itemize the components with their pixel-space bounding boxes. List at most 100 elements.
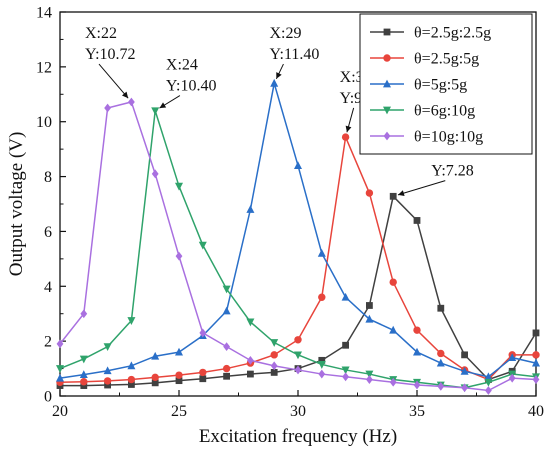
- data-point: [270, 351, 278, 359]
- data-point: [413, 217, 421, 224]
- data-point: [366, 302, 373, 309]
- data-point: [317, 248, 326, 257]
- x-tick-label: 40: [528, 403, 544, 420]
- data-point: [389, 377, 397, 387]
- data-point: [342, 372, 349, 382]
- legend: θ=2.5g:2.5g θ=2.5g:5g θ=5g:5g θ=6g:10g θ=10g…: [359, 13, 533, 155]
- data-point: [270, 78, 279, 87]
- data-point: [103, 366, 112, 375]
- data-point: [484, 372, 493, 381]
- legend-marker: [383, 28, 391, 36]
- data-point: [222, 306, 231, 315]
- data-point: [175, 377, 183, 385]
- data-point: [270, 369, 278, 376]
- y-tick-label: 12: [36, 59, 52, 76]
- data-point: [532, 351, 540, 359]
- x-tick-label: 20: [52, 403, 68, 420]
- data-point: [294, 336, 302, 344]
- legend-label: θ=6g:10g: [414, 103, 475, 120]
- data-point: [508, 353, 517, 361]
- data-point: [389, 192, 397, 200]
- data-point: [247, 370, 254, 378]
- legend-marker: [383, 106, 391, 115]
- annotation-arrow: [98, 63, 129, 99]
- data-point: [199, 375, 207, 383]
- data-point: [270, 361, 278, 371]
- data-point: [365, 189, 374, 197]
- legend-label: θ=2.5g:5g: [414, 51, 479, 68]
- y-tick-label: 6: [44, 224, 52, 241]
- annotation-arrowhead: [397, 190, 405, 197]
- data-point: [104, 103, 111, 113]
- data-point: [223, 372, 230, 380]
- data-point: [198, 241, 207, 250]
- annotation-arrowhead: [159, 102, 167, 109]
- data-point: [437, 304, 445, 312]
- data-point: [175, 182, 183, 191]
- x-tick-label: 30: [290, 403, 306, 420]
- series-1: [56, 192, 540, 389]
- y-tick-label: 0: [44, 389, 52, 406]
- annotation-arrowhead: [276, 72, 282, 79]
- annotation-3: X:29 Y:11.40: [269, 25, 319, 80]
- data-point: [460, 366, 469, 375]
- y-axis: 0 2 4 6 8 10 12 14: [36, 5, 66, 406]
- annotation-text: Y:10.40: [166, 78, 217, 95]
- data-point: [56, 373, 64, 382]
- data-point: [80, 378, 88, 386]
- data-point: [318, 356, 326, 364]
- annotation-text: X:22: [85, 25, 117, 42]
- data-point: [151, 107, 160, 116]
- data-point: [366, 375, 373, 384]
- data-point: [389, 278, 397, 286]
- annotation-text: X:24: [166, 57, 198, 74]
- data-point: [175, 371, 183, 379]
- annotation-text: Y:7.28: [431, 163, 474, 180]
- data-point: [199, 328, 207, 338]
- data-point: [127, 317, 136, 325]
- data-point: [247, 355, 254, 365]
- legend-item: θ=6g:10g: [370, 103, 475, 120]
- data-point: [484, 378, 493, 387]
- data-point: [294, 161, 302, 169]
- legend-marker: [383, 79, 391, 88]
- data-point: [270, 339, 279, 347]
- data-point: [80, 309, 88, 319]
- data-point: [222, 364, 231, 373]
- data-point: [104, 381, 111, 389]
- data-point: [532, 329, 540, 337]
- data-point: [175, 251, 183, 261]
- y-tick-label: 8: [44, 169, 52, 186]
- data-point: [151, 379, 159, 387]
- series-3: [56, 78, 540, 382]
- annotation-1: X:22 Y:10.72: [85, 25, 136, 99]
- legend-marker: [383, 54, 391, 62]
- data-point: [532, 375, 540, 384]
- annotation-text: Y:10.72: [85, 46, 136, 63]
- data-point: [151, 351, 160, 360]
- data-point: [151, 169, 159, 179]
- data-point: [341, 292, 350, 301]
- data-point: [508, 373, 516, 383]
- annotation-arrow: [397, 180, 446, 196]
- data-point: [318, 369, 326, 379]
- data-point: [389, 325, 398, 334]
- data-point: [103, 343, 112, 352]
- y-tick-label: 2: [44, 334, 52, 351]
- data-point: [413, 380, 421, 390]
- data-point: [485, 386, 492, 395]
- data-point: [79, 355, 88, 364]
- legend-item: θ=2.5g:2.5g: [370, 25, 491, 42]
- x-axis: 20 25 30 35 40: [52, 390, 544, 420]
- annotation-2: X:24 Y:10.40: [159, 57, 216, 109]
- data-point: [175, 347, 183, 356]
- data-point: [79, 370, 88, 379]
- x-axis-label: Excitation frequency (Hz): [199, 426, 397, 447]
- data-point: [365, 314, 374, 323]
- data-point: [223, 342, 230, 352]
- data-point: [294, 365, 302, 375]
- data-point: [151, 373, 159, 382]
- y-tick-label: 4: [44, 279, 52, 296]
- y-tick-label: 14: [36, 5, 52, 22]
